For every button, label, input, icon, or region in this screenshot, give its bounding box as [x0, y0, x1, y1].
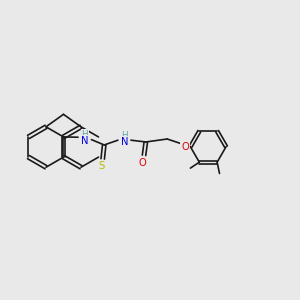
Text: S: S	[99, 161, 105, 171]
Text: O: O	[139, 158, 147, 168]
Text: N: N	[121, 137, 128, 147]
Text: O: O	[181, 142, 189, 152]
Text: H: H	[82, 130, 88, 139]
Text: H: H	[121, 131, 128, 140]
Text: N: N	[81, 136, 88, 146]
